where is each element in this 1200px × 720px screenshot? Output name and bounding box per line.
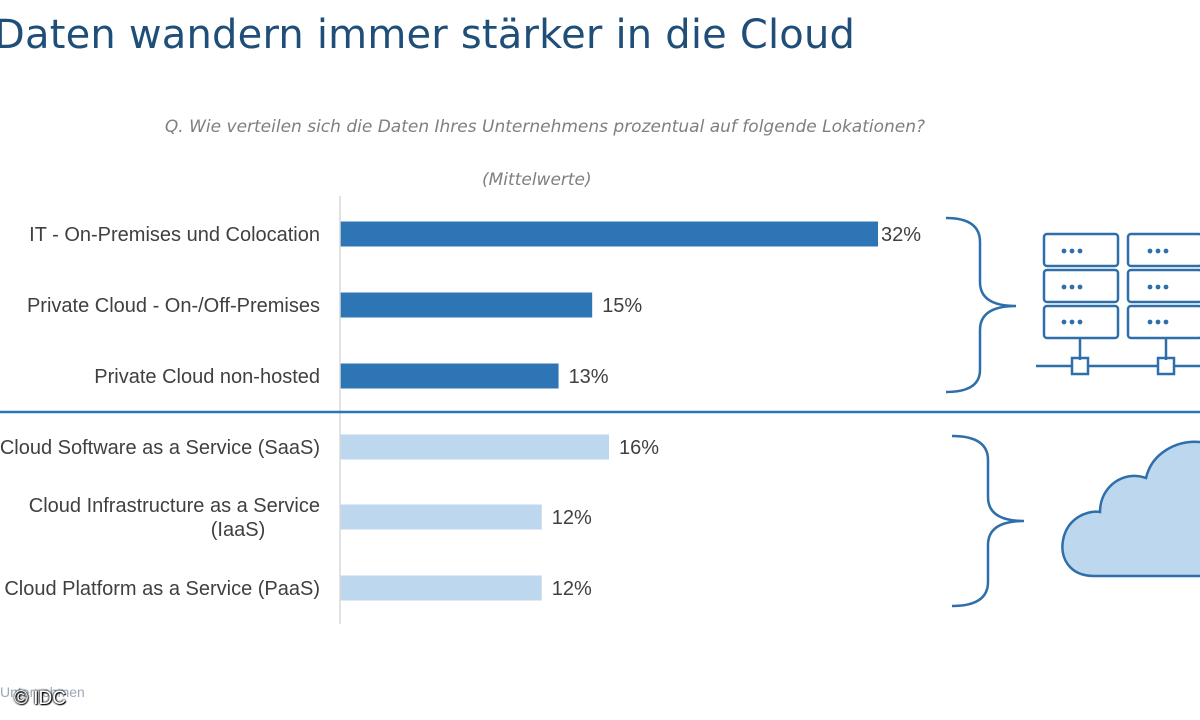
bar-1 bbox=[340, 221, 878, 247]
bar-4 bbox=[340, 434, 609, 460]
chart-subtitle: Q. Wie verteilen sich die Daten Ihres Un… bbox=[164, 117, 926, 137]
value-labels: 32% 15% 13% 16% 12% 12% bbox=[552, 224, 921, 600]
category-label-2: Private Cloud - On-/Off-Premises bbox=[27, 295, 320, 317]
bracket-bottom-icon bbox=[951, 434, 1025, 608]
page-title: Daten wandern immer stärker in die Cloud bbox=[0, 12, 856, 58]
cloud-icon bbox=[1061, 440, 1200, 578]
server-rack-icon bbox=[1036, 232, 1200, 376]
bars-layer bbox=[340, 221, 878, 601]
category-labels: IT - On-Premises und Colocation Private C… bbox=[0, 224, 320, 600]
category-label-3: Private Cloud non-hosted bbox=[94, 366, 320, 388]
bar-2 bbox=[340, 292, 593, 318]
category-label-1: IT - On-Premises und Colocation bbox=[29, 224, 320, 246]
value-label-6: 12% bbox=[552, 578, 592, 600]
value-label-4: 16% bbox=[619, 437, 659, 459]
category-label-6: Cloud Platform as a Service (PaaS) bbox=[4, 578, 320, 600]
bracket-top-icon bbox=[945, 216, 1017, 394]
category-label-4: Cloud Software as a Service (SaaS) bbox=[0, 437, 320, 459]
category-label-5: Cloud Infrastructure as a Service (IaaS) bbox=[29, 495, 320, 541]
chart-note: (Mittelwerte) bbox=[482, 170, 592, 190]
bar-5 bbox=[340, 504, 542, 530]
value-label-1: 32% bbox=[881, 224, 921, 246]
value-label-5: 12% bbox=[552, 507, 592, 529]
value-label-3: 13% bbox=[569, 366, 609, 388]
bar-6 bbox=[340, 575, 542, 601]
value-label-2: 15% bbox=[602, 295, 642, 317]
copyright-watermark: © IDC bbox=[14, 688, 66, 709]
bar-3 bbox=[340, 363, 559, 389]
footer-note: Unternehmen bbox=[0, 684, 85, 700]
